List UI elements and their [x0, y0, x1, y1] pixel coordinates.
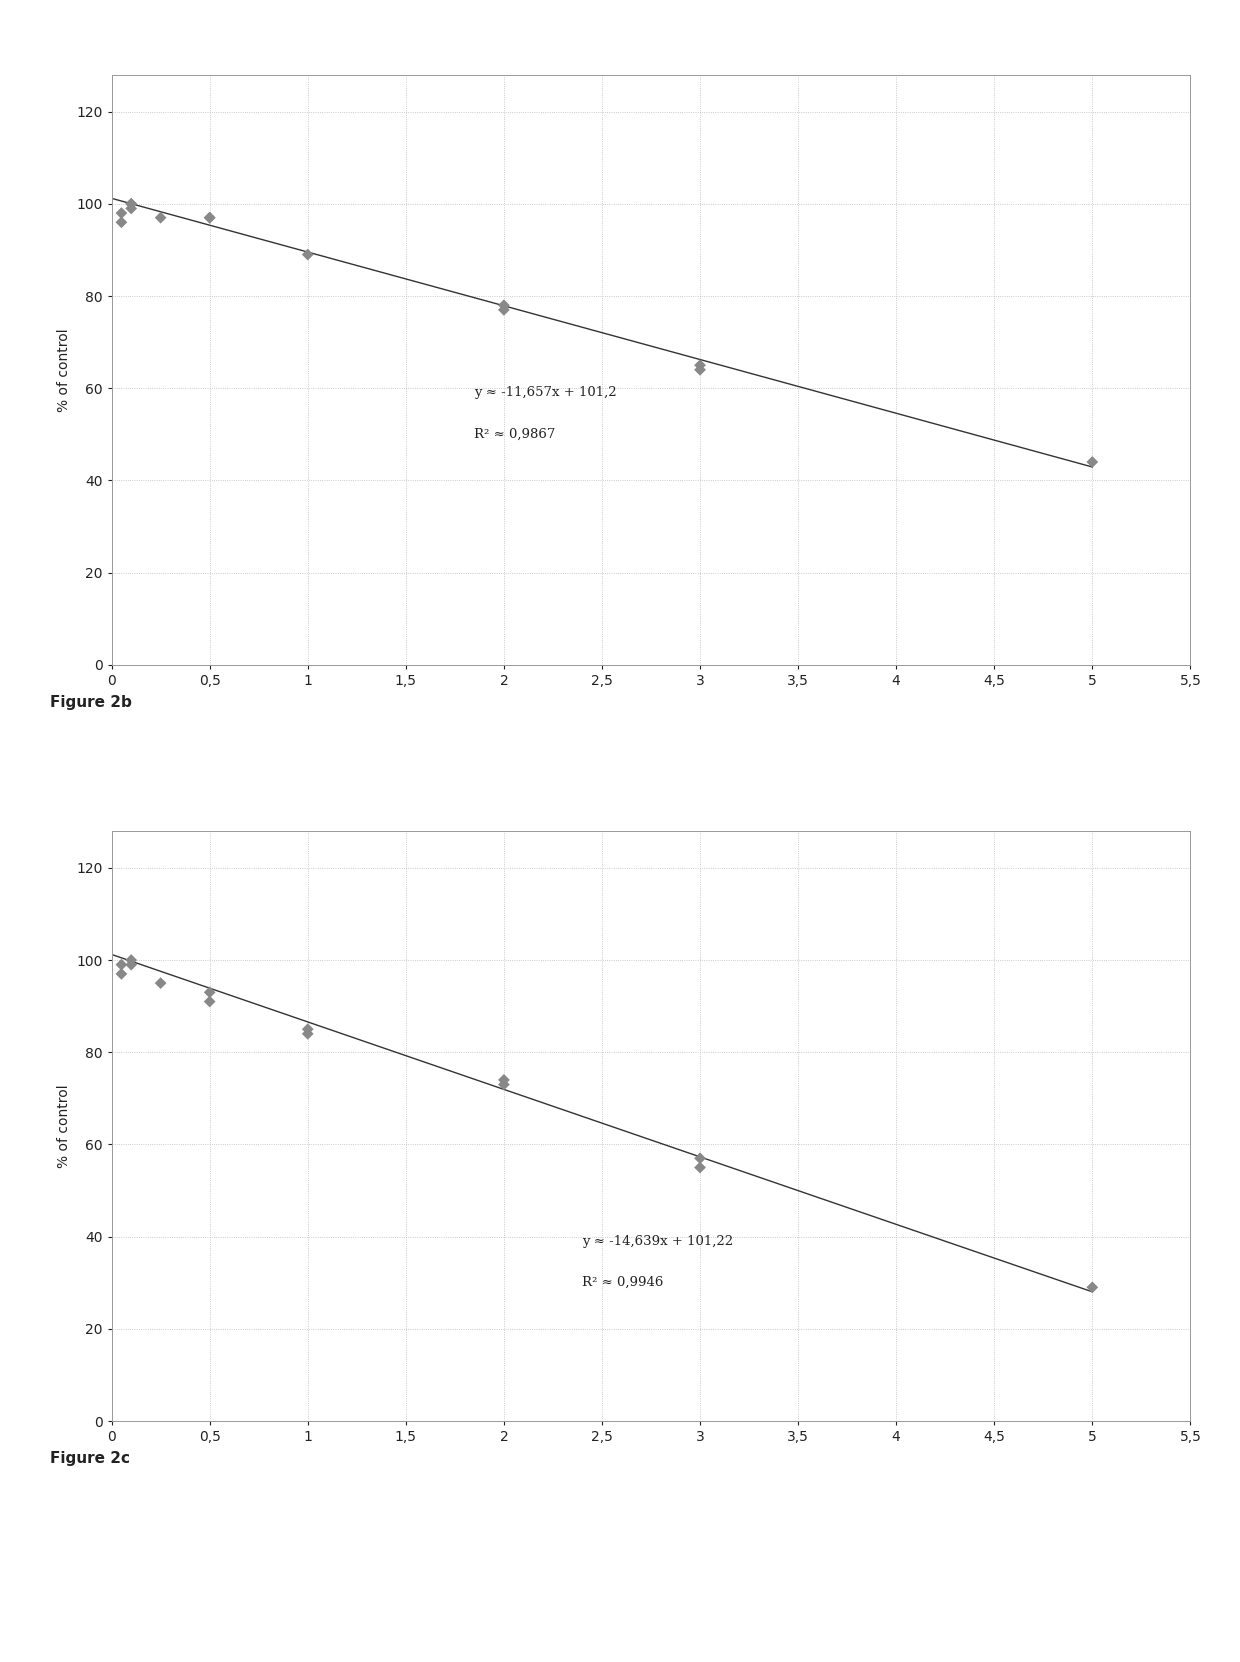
Point — [122, 951, 141, 977]
Text: R² ≈ 0,9946: R² ≈ 0,9946 — [583, 1276, 663, 1290]
Text: Figure 2b: Figure 2b — [50, 695, 131, 710]
Point — [200, 989, 219, 1015]
Y-axis label: % of control: % of control — [57, 327, 71, 412]
Point — [112, 199, 131, 226]
Point — [494, 296, 513, 322]
Point — [298, 241, 317, 268]
Point — [112, 951, 131, 977]
Point — [200, 979, 219, 1006]
Text: y ≈ -11,657x + 101,2: y ≈ -11,657x + 101,2 — [475, 386, 618, 399]
Point — [494, 1067, 513, 1094]
Point — [112, 209, 131, 236]
Point — [298, 1015, 317, 1042]
Point — [298, 1020, 317, 1047]
Point — [200, 204, 219, 231]
Point — [112, 961, 131, 987]
Text: R² ≈ 0,9867: R² ≈ 0,9867 — [475, 427, 556, 440]
Point — [122, 191, 141, 218]
Point — [122, 191, 141, 218]
Point — [1083, 449, 1102, 475]
Text: Figure 2c: Figure 2c — [50, 1451, 130, 1466]
Point — [151, 971, 171, 997]
Text: y ≈ -14,639x + 101,22: y ≈ -14,639x + 101,22 — [583, 1235, 734, 1248]
Point — [1083, 1275, 1102, 1301]
Point — [200, 204, 219, 231]
Point — [691, 357, 711, 384]
Point — [691, 352, 711, 379]
Point — [122, 194, 141, 221]
Point — [691, 1145, 711, 1172]
Point — [691, 1153, 711, 1180]
Point — [122, 947, 141, 974]
Point — [494, 1072, 513, 1099]
Point — [494, 293, 513, 319]
Point — [151, 204, 171, 231]
Y-axis label: % of control: % of control — [57, 1084, 71, 1168]
